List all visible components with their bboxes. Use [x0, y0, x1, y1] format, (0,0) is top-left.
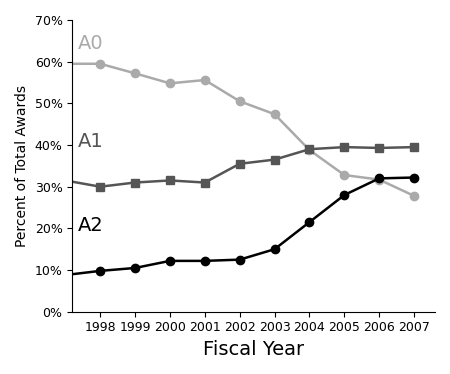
Text: A0: A0: [77, 34, 103, 53]
Text: A1: A1: [77, 132, 103, 151]
X-axis label: Fiscal Year: Fiscal Year: [203, 340, 304, 359]
Y-axis label: Percent of Total Awards: Percent of Total Awards: [15, 85, 29, 247]
Text: A2: A2: [77, 216, 103, 234]
